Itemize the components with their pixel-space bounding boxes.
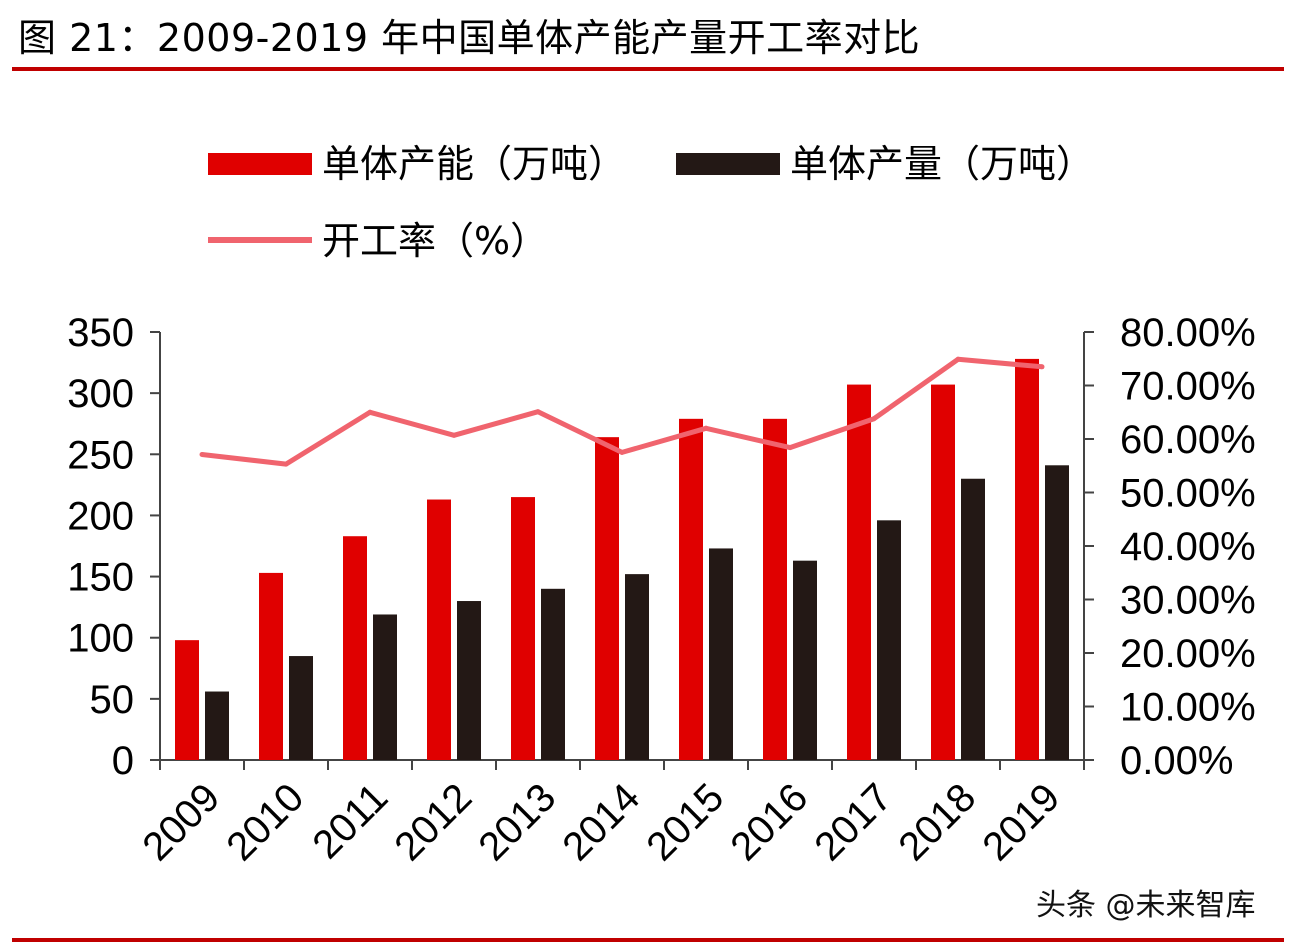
rate-line-path	[201, 356, 1043, 467]
x-tick-label: 2012	[386, 775, 480, 869]
legend-label-output: 单体产量（万吨）	[790, 142, 1094, 186]
tick-labels: 350 300 250 200 150 100 50 0 80.00% 70.00% 60.00% 5…	[67, 311, 1255, 869]
rate-point	[703, 425, 709, 431]
y-tick-label-right: 50.00%	[1120, 472, 1256, 516]
bar-output	[373, 614, 397, 760]
y-tick-label-left: 50	[90, 678, 135, 722]
bar-capacity	[175, 640, 199, 760]
bar-capacity	[1015, 358, 1039, 760]
y-tick-label-right: 0.00%	[1120, 739, 1233, 783]
x-tick-label: 2010	[218, 775, 312, 869]
bar-output	[457, 601, 481, 760]
legend-swatch-capacity	[208, 153, 312, 175]
rate-line	[199, 356, 1045, 467]
bar-output	[793, 560, 817, 760]
legend: 单体产能（万吨） 单体产量（万吨） 开工率（%）	[208, 142, 1094, 263]
legend-swatch-output	[676, 153, 780, 175]
rate-point	[535, 409, 541, 415]
bar-capacity	[427, 499, 451, 760]
rate-point	[1039, 364, 1045, 370]
y-tick-label-right: 70.00%	[1120, 365, 1256, 409]
bar-capacity	[763, 418, 787, 760]
x-tick-label: 2013	[470, 775, 564, 869]
bar-output	[541, 588, 565, 760]
rate-point	[619, 449, 625, 455]
bar-capacity	[679, 418, 703, 760]
legend-label-rate: 开工率（%）	[322, 219, 548, 263]
top-rule	[12, 67, 1284, 71]
x-tick-label: 2014	[554, 775, 648, 869]
y-tick-label-left: 250	[67, 433, 134, 477]
y-tick-label-right: 40.00%	[1120, 525, 1256, 569]
y-tick-label-left: 0	[112, 739, 134, 783]
y-tick-label-left: 100	[67, 617, 134, 661]
bar-capacity	[931, 384, 955, 760]
bar-output	[709, 548, 733, 760]
x-tick-label: 2016	[722, 775, 816, 869]
x-tick-label: 2017	[806, 775, 900, 869]
rate-point	[871, 416, 877, 422]
bottom-rule	[12, 938, 1284, 942]
bar-capacity	[511, 497, 535, 760]
y-tick-label-right: 20.00%	[1120, 632, 1256, 676]
legend-label-capacity: 单体产能（万吨）	[322, 142, 626, 186]
bar-output	[289, 656, 313, 760]
y-tick-label-left: 350	[67, 311, 134, 355]
x-tick-label: 2009	[134, 775, 228, 869]
x-tick-label: 2011	[304, 775, 396, 867]
bar-output	[877, 520, 901, 760]
bar-capacity	[343, 536, 367, 760]
watermark: 头条 @未来智库	[1036, 888, 1256, 923]
bar-output	[625, 574, 649, 760]
bar-capacity	[259, 572, 283, 760]
rate-point	[283, 461, 289, 467]
y-tick-label-right: 10.00%	[1120, 686, 1256, 730]
rate-point	[367, 409, 373, 415]
y-tick-label-right: 60.00%	[1120, 418, 1256, 462]
rate-point	[199, 452, 205, 457]
bar-output	[1045, 465, 1069, 760]
rate-point	[787, 445, 793, 451]
bar-capacity	[595, 437, 619, 760]
axes	[150, 331, 1094, 770]
x-tick-label: 2015	[638, 775, 732, 869]
y-tick-label-right: 30.00%	[1120, 579, 1256, 623]
y-tick-label-left: 200	[67, 494, 134, 538]
y-tick-label-left: 300	[67, 372, 134, 416]
bars	[175, 358, 1069, 760]
rate-point	[451, 432, 457, 438]
figure-title: 图 21：2009-2019 年中国单体产能产量开工率对比	[18, 16, 921, 60]
x-tick-label: 2018	[890, 775, 984, 869]
y-tick-label-left: 150	[67, 556, 134, 600]
y-tick-label-right: 80.00%	[1120, 311, 1256, 355]
bar-output	[961, 478, 985, 760]
rate-point	[955, 356, 961, 362]
x-tick-label: 2019	[974, 775, 1068, 869]
bar-output	[205, 691, 229, 760]
bar-capacity	[847, 384, 871, 760]
